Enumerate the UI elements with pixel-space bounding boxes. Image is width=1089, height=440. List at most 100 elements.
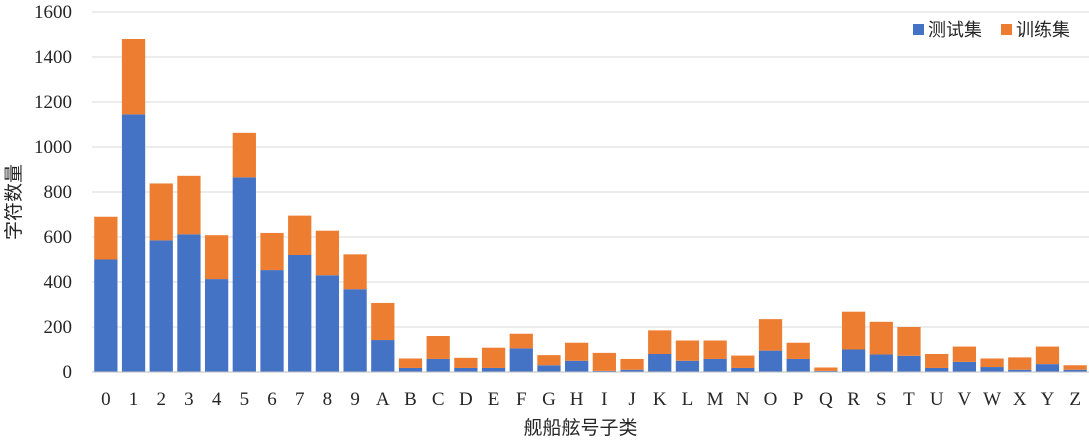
bar-train-0 — [94, 216, 118, 260]
x-tick-label: 7 — [295, 389, 305, 410]
bar-train-N — [731, 355, 755, 368]
x-tick-label: 4 — [212, 389, 222, 410]
x-tick-label: P — [793, 389, 804, 410]
x-tick-label: Z — [1069, 389, 1081, 410]
bar-test-A — [371, 340, 395, 372]
y-axis-title: 字符数量 — [3, 164, 25, 240]
bar-train-9 — [343, 254, 367, 290]
bar-test-8 — [315, 275, 340, 372]
bar-test-0 — [94, 259, 118, 372]
bar-test-M — [703, 358, 727, 372]
bar-test-P — [786, 358, 810, 372]
bar-train-1 — [121, 39, 146, 115]
x-tick-label: J — [628, 389, 635, 410]
bar-train-E — [481, 347, 506, 368]
bar-test-6 — [260, 270, 284, 372]
x-tick-label: H — [570, 389, 584, 410]
x-tick-label: V — [958, 389, 972, 410]
bar-test-U — [925, 367, 949, 372]
x-tick-label: 6 — [267, 389, 277, 410]
x-tick-label: K — [653, 389, 667, 410]
bar-test-4 — [204, 279, 229, 372]
bar-train-F — [509, 333, 533, 349]
x-tick-label: 3 — [184, 389, 194, 410]
x-tick-label: G — [542, 389, 556, 410]
bar-train-H — [565, 342, 589, 361]
bar-train-6 — [260, 232, 284, 271]
bar-test-H — [565, 360, 589, 372]
bar-train-M — [703, 340, 727, 359]
bar-test-E — [481, 367, 506, 372]
x-tick-label: C — [432, 389, 445, 410]
x-tick-label: T — [903, 389, 915, 410]
bar-train-T — [897, 327, 921, 356]
bar-train-B — [398, 358, 423, 368]
bar-train-A — [371, 302, 395, 341]
bar-test-F — [509, 348, 533, 372]
bar-train-O — [758, 319, 783, 351]
bar-test-9 — [343, 289, 367, 372]
bar-train-S — [869, 321, 893, 355]
x-tick-label: 9 — [350, 389, 360, 410]
bar-test-3 — [177, 234, 201, 372]
bar-test-V — [952, 361, 977, 372]
legend: 测试集 训练集 — [913, 20, 1070, 41]
bar-train-5 — [232, 132, 256, 178]
bar-test-Q — [814, 370, 838, 372]
bar-test-5 — [232, 177, 256, 372]
bar-train-K — [648, 330, 672, 354]
bar-test-W — [980, 367, 1004, 372]
x-tick-label: Y — [1041, 389, 1055, 410]
bar-test-7 — [288, 255, 312, 372]
x-tick-label: A — [376, 389, 390, 410]
bar-test-Y — [1035, 364, 1060, 372]
y-tick-label: 1400 — [34, 47, 72, 68]
bars — [94, 39, 1087, 372]
y-tick-label: 1200 — [34, 92, 72, 113]
x-tick-label: 1 — [129, 389, 139, 410]
x-tick-label: X — [1013, 389, 1027, 410]
bar-train-R — [841, 311, 866, 350]
bar-train-2 — [149, 183, 173, 241]
bar-train-D — [454, 357, 478, 368]
bar-test-B — [398, 367, 423, 372]
x-tick-label: B — [404, 389, 417, 410]
bar-test-G — [537, 365, 561, 372]
x-tick-label: 0 — [101, 389, 111, 410]
x-axis-title: 舰船舷号子类 — [523, 417, 637, 439]
bar-test-I — [592, 370, 616, 372]
y-tick-label: 800 — [44, 182, 73, 203]
bar-test-J — [620, 369, 644, 372]
x-tick-label: N — [736, 389, 750, 410]
bar-train-3 — [177, 175, 201, 235]
x-tick-label: O — [764, 389, 778, 410]
x-tick-label: F — [516, 389, 527, 410]
legend-label-train: 训练集 — [1016, 20, 1070, 41]
bar-train-Q — [814, 367, 838, 371]
bar-test-Z — [1063, 369, 1087, 372]
y-tick-label: 200 — [44, 317, 73, 338]
y-tick-label: 1600 — [34, 2, 72, 23]
x-tick-label: 5 — [240, 389, 250, 410]
bar-train-W — [980, 358, 1004, 368]
bar-train-C — [426, 336, 450, 359]
y-tick-label: 1000 — [34, 137, 72, 158]
x-tick-label: U — [930, 389, 944, 410]
x-tick-label: 8 — [323, 389, 333, 410]
bar-train-4 — [204, 235, 229, 280]
gridlines — [92, 11, 1089, 328]
bar-test-O — [758, 350, 783, 372]
x-tick-label: 2 — [156, 389, 166, 410]
bar-test-C — [426, 358, 450, 372]
x-tick-label: I — [601, 389, 607, 410]
bar-train-Z — [1063, 365, 1087, 370]
x-tick-label: S — [876, 389, 887, 410]
legend-swatch-train — [1001, 24, 1012, 35]
bar-test-L — [675, 360, 700, 372]
bar-train-J — [620, 358, 644, 370]
bar-train-7 — [288, 215, 312, 255]
bar-test-N — [731, 367, 755, 372]
